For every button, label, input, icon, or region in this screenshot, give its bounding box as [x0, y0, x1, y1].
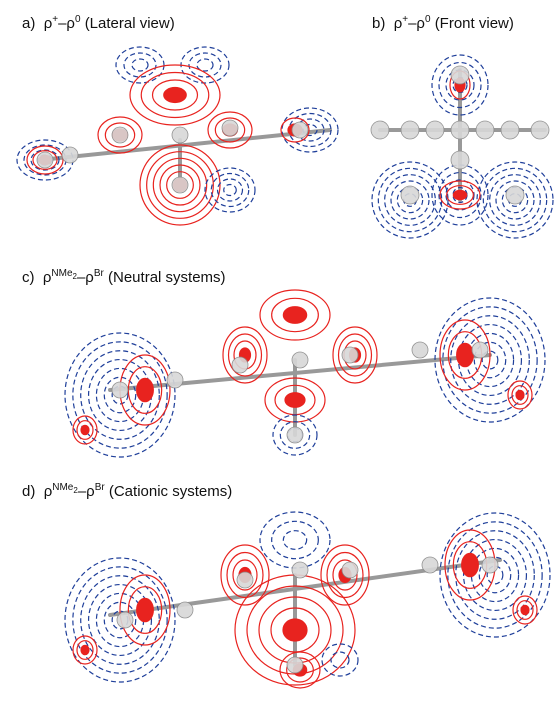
- panel-note: (Lateral view): [85, 15, 175, 32]
- contour: [189, 53, 221, 77]
- atom: [292, 122, 308, 138]
- panel-caption: b) ρ+–ρ0 (Front view): [372, 14, 514, 32]
- atom: [531, 121, 549, 139]
- symbol: –ρ: [408, 15, 425, 32]
- atom: [232, 357, 248, 373]
- panel-label: b): [372, 15, 385, 32]
- contour: [224, 185, 237, 196]
- panel-label: c): [22, 269, 35, 286]
- panel-note: (Cationic systems): [109, 483, 232, 500]
- contour: [81, 645, 89, 654]
- atom: [401, 121, 419, 139]
- contour: [516, 390, 524, 399]
- contour: [272, 521, 319, 558]
- contour: [164, 88, 187, 103]
- contour: [81, 425, 89, 434]
- illustrations: [0, 0, 560, 702]
- atom: [287, 657, 303, 673]
- panel-note: (Neutral systems): [108, 269, 226, 286]
- atom: [37, 152, 53, 168]
- atom: [62, 147, 78, 163]
- panel-note: (Front view): [435, 15, 514, 32]
- atom: [292, 562, 308, 578]
- atom: [501, 121, 519, 139]
- atom: [112, 382, 128, 398]
- atom: [342, 347, 358, 363]
- contour: [440, 513, 550, 637]
- contour: [137, 598, 154, 621]
- figure: a) ρ+–ρ0 (Lateral view) b) ρ+–ρ0 (Front …: [0, 0, 560, 702]
- contour: [132, 59, 148, 71]
- atom: [287, 427, 303, 443]
- atom: [167, 372, 183, 388]
- contour: [283, 307, 306, 324]
- panel-caption: d) ρNMe2–ρBr (Cationic systems): [22, 482, 232, 500]
- panel-caption: a) ρ+–ρ0 (Lateral view): [22, 14, 175, 32]
- atom: [451, 66, 469, 84]
- contour: [285, 393, 305, 408]
- atom: [412, 342, 428, 358]
- atom: [177, 602, 193, 618]
- symbol: ρ: [44, 483, 53, 500]
- atom: [292, 352, 308, 368]
- superscript: Br: [94, 268, 104, 279]
- contour: [283, 619, 307, 641]
- atom: [117, 612, 133, 628]
- panel-caption: c) ρNMe2–ρBr (Neutral systems): [22, 268, 226, 286]
- superscript: NMe: [51, 268, 72, 279]
- contour: [218, 179, 243, 201]
- contour: [137, 378, 154, 401]
- atom: [237, 572, 253, 588]
- atom: [451, 121, 469, 139]
- atom: [172, 127, 188, 143]
- atom: [371, 121, 389, 139]
- atom: [422, 557, 438, 573]
- symbol: ρ: [394, 15, 403, 32]
- atom: [342, 562, 358, 578]
- atom: [172, 177, 188, 193]
- symbol: –ρ: [78, 483, 95, 500]
- atom: [482, 557, 498, 573]
- atom: [476, 121, 494, 139]
- atom: [426, 121, 444, 139]
- superscript: Br: [95, 482, 105, 493]
- atom: [401, 186, 419, 204]
- contour: [453, 190, 466, 199]
- atom: [506, 186, 524, 204]
- contour: [124, 53, 156, 77]
- contour: [471, 548, 518, 601]
- contour: [521, 605, 529, 614]
- superscript: NMe: [52, 482, 73, 493]
- atom: [222, 120, 238, 136]
- contour: [260, 512, 330, 568]
- atom: [472, 342, 488, 358]
- symbol: ρ: [44, 15, 53, 32]
- atom: [112, 127, 128, 143]
- contour: [462, 553, 479, 576]
- contour: [322, 644, 358, 676]
- symbol: –ρ: [77, 269, 94, 286]
- superscript: 0: [75, 14, 81, 25]
- contour: [283, 531, 306, 550]
- superscript: 0: [425, 14, 431, 25]
- panel-label: a): [22, 15, 35, 32]
- atom: [451, 151, 469, 169]
- symbol: –ρ: [58, 15, 75, 32]
- contour: [457, 343, 474, 366]
- panel-label: d): [22, 483, 35, 500]
